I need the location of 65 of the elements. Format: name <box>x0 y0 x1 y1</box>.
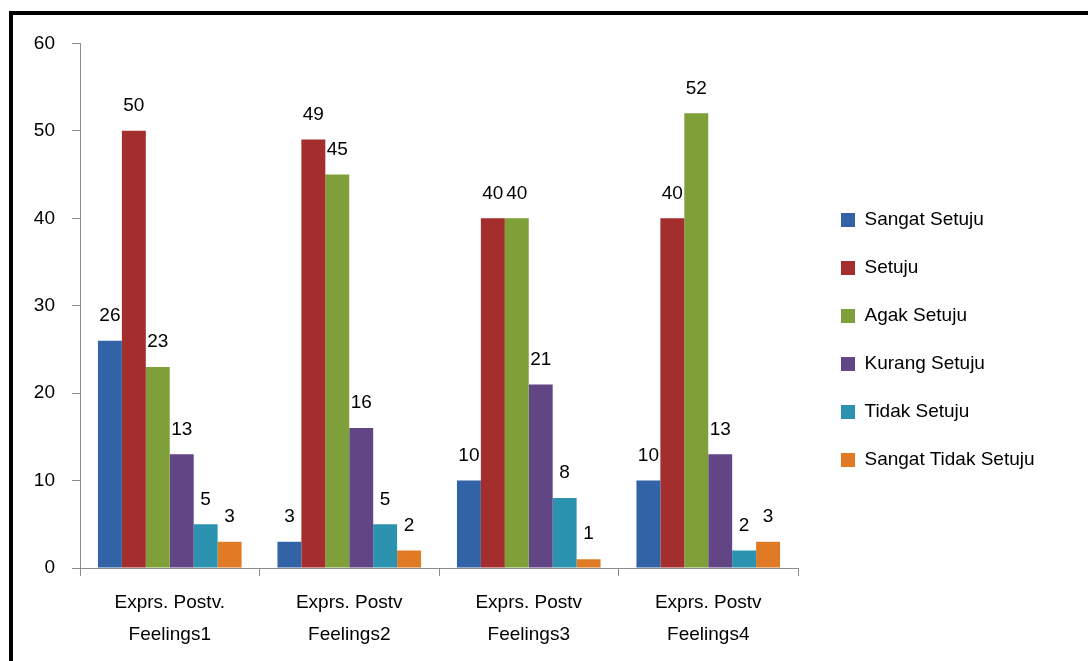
legend-label: Sangat Tidak Setuju <box>864 448 1035 470</box>
data-label: 2 <box>738 513 750 535</box>
bar <box>576 559 601 568</box>
bar <box>708 454 733 568</box>
bar <box>552 498 577 568</box>
y-tick-label: 40 <box>33 206 55 228</box>
bar <box>145 366 170 568</box>
data-label: 1 <box>583 522 594 544</box>
legend-label: Setuju <box>864 256 919 278</box>
bar <box>684 113 709 568</box>
data-label: 10 <box>637 443 659 465</box>
data-label: 3 <box>284 505 295 526</box>
bar <box>504 218 529 568</box>
bar <box>217 541 242 568</box>
bar <box>349 428 374 568</box>
x-tick-label: Exprs. Postv Feelings2 <box>295 591 404 645</box>
data-label: 23 <box>147 330 169 352</box>
data-label: 50 <box>123 94 145 116</box>
data-label: 5 <box>200 487 211 509</box>
legend-label: Agak Setuju <box>864 304 967 326</box>
y-tick-label: 30 <box>33 293 55 315</box>
data-label: 52 <box>685 76 707 98</box>
bar <box>480 218 505 568</box>
bar <box>193 524 218 568</box>
bar <box>373 524 398 568</box>
bar <box>97 340 122 568</box>
legend-label: Sangat Setuju <box>864 208 984 230</box>
data-label: 3 <box>224 505 235 526</box>
data-label: 13 <box>171 417 193 439</box>
bar <box>636 480 661 568</box>
data-label: 5 <box>379 487 391 509</box>
y-tick-label: 20 <box>33 381 55 403</box>
data-label: 40 <box>506 181 528 203</box>
y-tick-label: 50 <box>33 119 55 141</box>
bar <box>277 541 302 568</box>
bar <box>456 480 481 568</box>
y-tick-label: 60 <box>33 31 55 53</box>
data-label: 2 <box>403 513 415 535</box>
data-label: 8 <box>559 461 570 483</box>
y-tick-label: 10 <box>33 468 55 490</box>
bar <box>301 139 326 568</box>
bar <box>121 130 146 568</box>
data-label: 21 <box>530 347 552 369</box>
data-label: 26 <box>99 303 121 325</box>
bar <box>756 541 781 568</box>
data-label: 13 <box>709 417 731 439</box>
data-label: 49 <box>302 102 324 124</box>
x-tick-label: Exprs. Postv Feelings4 <box>654 591 763 645</box>
x-tick-label: Exprs. Postv. Feelings1 <box>114 591 226 645</box>
data-label: 40 <box>661 181 683 203</box>
data-label: 16 <box>350 391 372 413</box>
y-tick-label: 0 <box>44 556 55 578</box>
legend-label: Tidak Setuju <box>864 400 970 422</box>
bar <box>169 454 194 568</box>
bar <box>528 384 553 568</box>
data-label: 3 <box>762 505 774 526</box>
data-label: 10 <box>458 443 480 465</box>
bar <box>397 550 422 568</box>
bar <box>325 174 350 568</box>
data-label: 45 <box>326 137 348 159</box>
bar <box>660 218 685 568</box>
data-label: 40 <box>482 181 504 203</box>
legend-label: Kurang Setuju <box>864 352 985 374</box>
x-tick-label: Exprs. Postv Feelings3 <box>475 591 583 645</box>
bar <box>732 550 757 568</box>
